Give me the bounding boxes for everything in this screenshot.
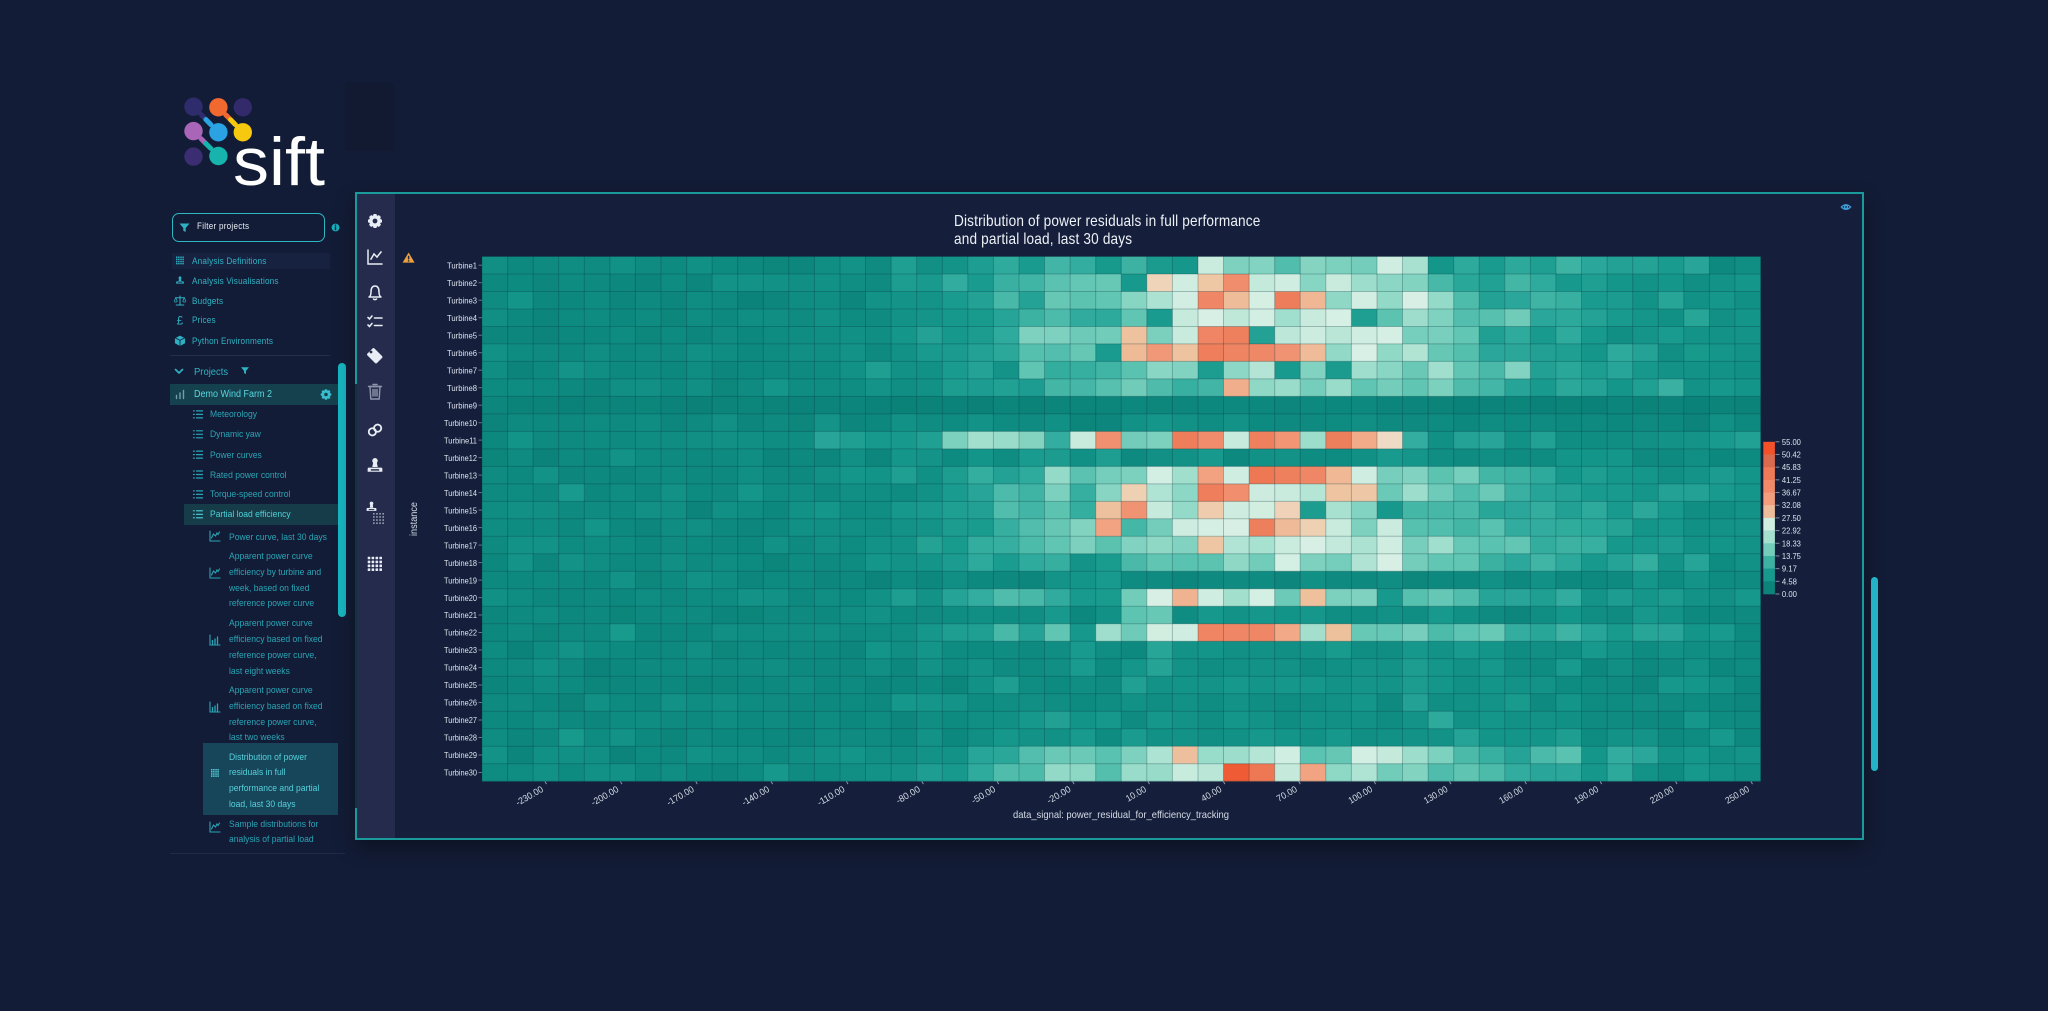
svg-text:-80.00: -80.00 [894, 784, 922, 806]
svg-text:data_signal: power_residual_fo: data_signal: power_residual_for_efficien… [1013, 809, 1229, 821]
svg-text:0.00: 0.00 [1782, 589, 1797, 599]
svg-text:Turbine15: Turbine15 [444, 506, 477, 515]
svg-text:Turbine28: Turbine28 [444, 734, 477, 743]
svg-text:Turbine7: Turbine7 [447, 366, 477, 375]
svg-text:250.00: 250.00 [1723, 784, 1751, 806]
svg-text:Turbine16: Turbine16 [444, 524, 477, 533]
svg-text:Turbine13: Turbine13 [444, 471, 477, 480]
svg-text:£: £ [177, 315, 184, 327]
svg-text:Turbine21: Turbine21 [444, 611, 477, 620]
svg-text:Turbine26: Turbine26 [444, 699, 477, 708]
svg-text:13.75: 13.75 [1782, 551, 1801, 561]
svg-text:160.00: 160.00 [1497, 784, 1525, 806]
svg-text:41.25: 41.25 [1782, 475, 1801, 485]
svg-text:Turbine6: Turbine6 [447, 349, 477, 358]
svg-text:40.00: 40.00 [1199, 784, 1223, 804]
svg-text:50.42: 50.42 [1782, 449, 1801, 459]
svg-text:100.00: 100.00 [1347, 784, 1375, 806]
svg-text:Turbine9: Turbine9 [447, 401, 477, 410]
svg-text:220.00: 220.00 [1648, 784, 1676, 806]
svg-text:Turbine20: Turbine20 [444, 594, 477, 603]
svg-text:Turbine5: Turbine5 [447, 331, 477, 340]
svg-text:Turbine14: Turbine14 [444, 489, 477, 498]
svg-text:Turbine23: Turbine23 [444, 646, 477, 655]
svg-text:-50.00: -50.00 [970, 784, 998, 806]
svg-text:Turbine8: Turbine8 [447, 384, 477, 393]
svg-text:Turbine29: Turbine29 [444, 751, 477, 760]
svg-text:32.08: 32.08 [1782, 500, 1801, 510]
svg-text:190.00: 190.00 [1573, 784, 1601, 806]
svg-text:45.83: 45.83 [1782, 462, 1801, 472]
svg-text:18.33: 18.33 [1782, 538, 1801, 548]
svg-text:9.17: 9.17 [1782, 564, 1797, 574]
svg-text:55.00: 55.00 [1782, 437, 1801, 447]
svg-text:36.67: 36.67 [1782, 488, 1801, 498]
svg-text:Turbine24: Turbine24 [444, 664, 477, 673]
svg-text:Turbine11: Turbine11 [444, 436, 477, 445]
svg-text:10.00: 10.00 [1124, 784, 1148, 804]
svg-text:-110.00: -110.00 [816, 784, 847, 808]
svg-text:Turbine19: Turbine19 [444, 576, 477, 585]
svg-text:-170.00: -170.00 [665, 784, 696, 808]
svg-text:70.00: 70.00 [1275, 784, 1299, 804]
svg-text:-200.00: -200.00 [589, 784, 620, 808]
svg-text:sift: sift [233, 124, 325, 200]
svg-text:22.92: 22.92 [1782, 526, 1801, 536]
svg-text:-140.00: -140.00 [740, 784, 771, 808]
svg-text:Turbine22: Turbine22 [444, 629, 477, 638]
svg-text:Turbine4: Turbine4 [447, 314, 477, 323]
svg-text:Turbine3: Turbine3 [447, 296, 477, 305]
svg-text:Turbine18: Turbine18 [444, 559, 477, 568]
svg-text:130.00: 130.00 [1422, 784, 1450, 806]
svg-text:27.50: 27.50 [1782, 513, 1801, 523]
svg-text:Turbine30: Turbine30 [444, 769, 477, 778]
svg-text:-20.00: -20.00 [1045, 784, 1073, 806]
svg-text:instance: instance [408, 502, 420, 536]
svg-text:Turbine12: Turbine12 [444, 454, 477, 463]
svg-text:Turbine1: Turbine1 [447, 261, 477, 270]
svg-text:Turbine2: Turbine2 [447, 279, 477, 288]
svg-text:Turbine10: Turbine10 [444, 419, 477, 428]
svg-text:Turbine25: Turbine25 [444, 681, 477, 690]
svg-text:4.58: 4.58 [1782, 576, 1797, 586]
svg-text:Turbine17: Turbine17 [444, 541, 477, 550]
svg-text:Turbine27: Turbine27 [444, 716, 477, 725]
svg-text:-230.00: -230.00 [514, 784, 545, 808]
